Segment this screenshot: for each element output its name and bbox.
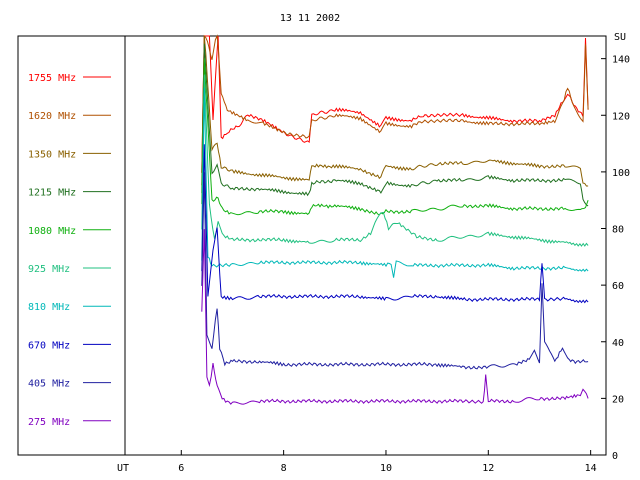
legend-label: 1620 MHz <box>28 111 76 122</box>
x-tick-label: 14 <box>585 463 597 474</box>
x-axis: 6 8 10 12 14 <box>178 450 597 474</box>
y-tick-label: 40 <box>612 338 624 349</box>
legend-label: 1350 MHz <box>28 149 76 160</box>
x-tick-label: 8 <box>281 463 287 474</box>
legend-label: 925 MHz <box>28 264 70 275</box>
series-line <box>201 34 589 173</box>
x-tick-label: 6 <box>178 463 184 474</box>
y-tick-label: 0 <box>612 451 618 462</box>
series-line <box>201 58 589 216</box>
y-tick-label: 60 <box>612 281 624 292</box>
legend-label: 1080 MHz <box>28 226 76 237</box>
legend-label: 1755 MHz <box>28 73 76 84</box>
y-tick-label: 80 <box>612 225 624 236</box>
series-line <box>201 35 589 173</box>
series-line <box>201 172 589 370</box>
legend-label: 810 MHz <box>28 302 70 313</box>
y-tick-label: 20 <box>612 394 624 405</box>
series-line <box>201 144 589 304</box>
x-tick-label: 10 <box>380 463 392 474</box>
series-line <box>201 229 589 405</box>
x-axis-unit-label: UT <box>117 463 129 474</box>
series-line <box>201 43 589 207</box>
series-group <box>201 34 589 405</box>
chart-title: 13 11 2002 <box>280 13 340 24</box>
legend-label: 1215 MHz <box>28 188 76 199</box>
legend-label: 670 MHz <box>28 340 70 351</box>
legend-label: 405 MHz <box>28 379 70 390</box>
legend: 1755 MHz 1620 MHz 1350 MHz 1215 MHz 1080 MHz… <box>28 73 111 428</box>
y-tick-label: 100 <box>612 168 630 179</box>
y-axis-unit-label: SU <box>614 32 626 43</box>
plot-frame <box>17 35 607 456</box>
x-tick-label: 12 <box>482 463 494 474</box>
series-line <box>201 35 589 187</box>
y-axis: 0 20 40 60 80 100 120 140 <box>601 55 630 462</box>
y-tick-label: 140 <box>612 55 630 66</box>
y-tick-label: 120 <box>612 111 630 122</box>
series-line <box>201 74 589 247</box>
legend-label: 275 MHz <box>28 417 70 428</box>
series-line <box>201 87 589 278</box>
